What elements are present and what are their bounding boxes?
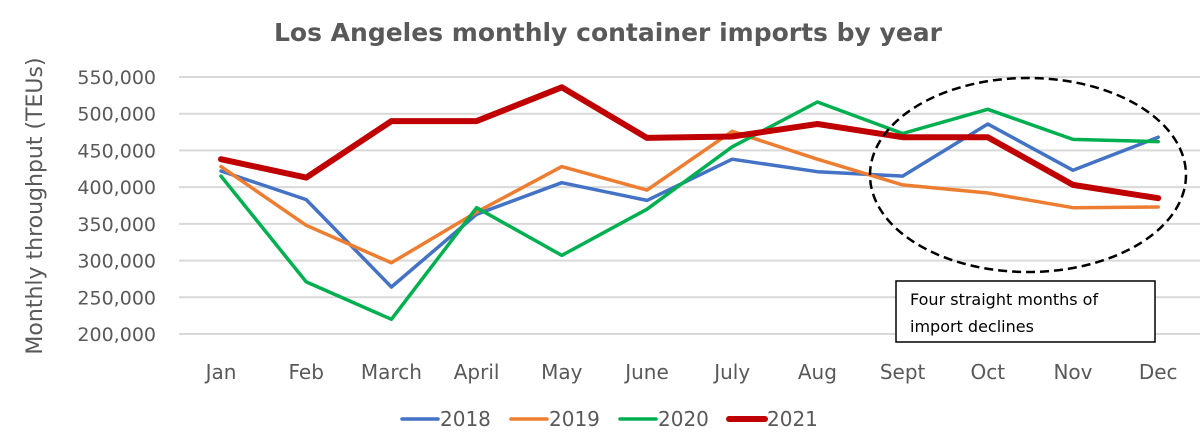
y-tick-label: 450,000	[77, 140, 156, 162]
x-tick-label: June	[623, 360, 669, 384]
chart-title: Los Angeles monthly container imports by…	[274, 18, 943, 47]
y-tick-label: 550,000	[77, 67, 156, 89]
annotation-box-border	[895, 280, 1156, 343]
series-line-2020	[219, 100, 1160, 322]
annotation-box: Four straight months of import declines	[895, 280, 1156, 343]
x-tick-label: Nov	[1053, 360, 1092, 384]
legend-item-2021: 2021	[726, 407, 818, 431]
legend-label: 2020	[658, 407, 709, 431]
x-tick-label: Aug	[798, 360, 837, 384]
legend-item-2020: 2020	[618, 407, 709, 431]
legend-label: 2021	[767, 407, 818, 431]
series-line-2019	[219, 129, 1160, 265]
y-axis-label: Monthly throughput (TEUs)	[23, 57, 48, 354]
highlight-ellipse	[868, 76, 1188, 274]
legend-item-2018: 2018	[400, 407, 491, 431]
x-axis-ticks: Jan Feb March April May June July Aug Sept Oct Nov…	[204, 360, 1178, 384]
series-line-2021	[218, 84, 1162, 202]
annotation-line-1: Four straight months of	[910, 290, 1098, 309]
x-tick-label: Jan	[204, 360, 237, 384]
legend-label: 2019	[549, 407, 600, 431]
legend-item-2019: 2019	[509, 407, 600, 431]
legend-label: 2018	[440, 407, 491, 431]
series-line-2018	[219, 122, 1160, 289]
y-tick-label: 300,000	[77, 251, 156, 273]
y-tick-label: 200,000	[77, 324, 156, 346]
x-tick-label: Oct	[971, 360, 1006, 384]
x-tick-label: May	[541, 360, 583, 384]
y-tick-label: 500,000	[77, 104, 156, 126]
x-tick-label: Dec	[1139, 360, 1178, 384]
x-tick-label: Sept	[880, 360, 926, 384]
x-tick-label: March	[361, 360, 422, 384]
series-lines	[218, 84, 1162, 322]
x-tick-label: April	[454, 360, 500, 384]
x-tick-label: Feb	[288, 360, 323, 384]
x-tick-label: July	[712, 360, 750, 384]
y-tick-label: 250,000	[77, 287, 156, 309]
y-tick-label: 350,000	[77, 214, 156, 236]
y-axis-ticks: 200,000 250,000 300,000 350,000 400,000 450,0…	[77, 67, 156, 346]
annotation-line-2: import declines	[910, 317, 1034, 336]
y-tick-label: 400,000	[77, 177, 156, 199]
legend: 2018 2019 2020 2021	[400, 407, 818, 431]
